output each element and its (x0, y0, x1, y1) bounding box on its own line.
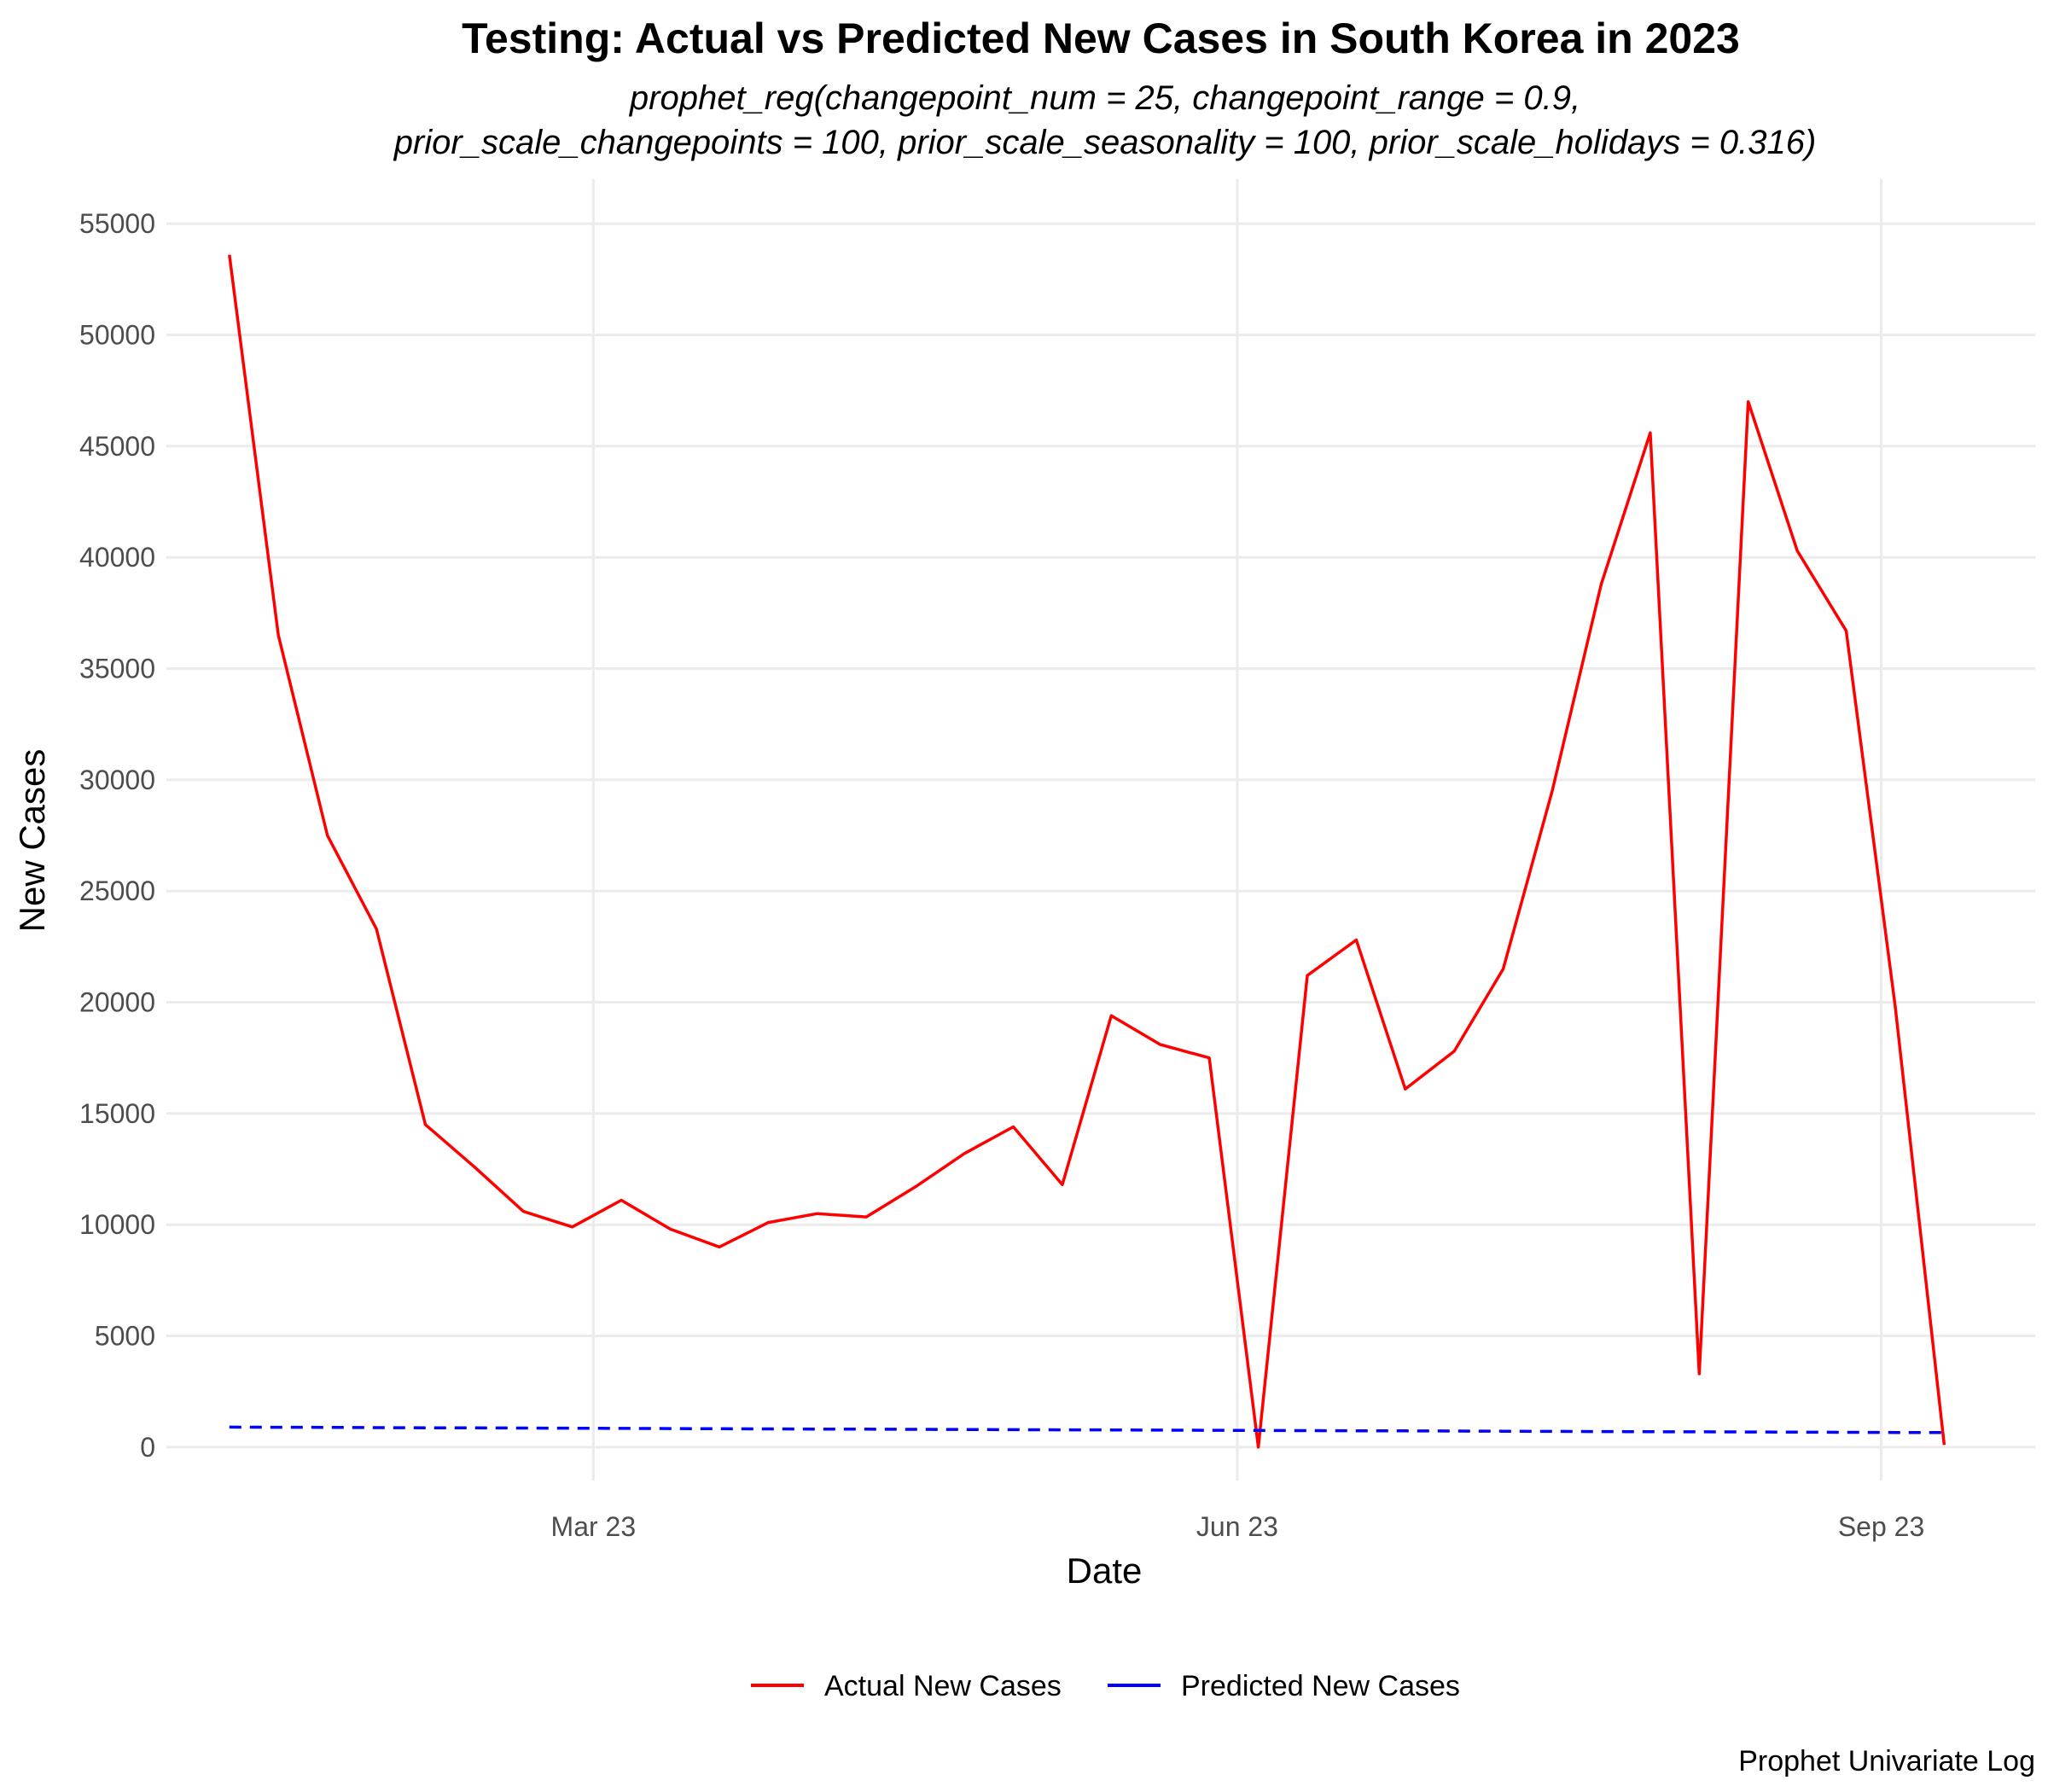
legend: Actual New Cases Predicted New Cases (751, 1670, 1460, 1702)
y-tick-label: 20000 (79, 987, 155, 1018)
y-tick-label: 50000 (79, 319, 155, 350)
y-tick-label: 30000 (79, 765, 155, 795)
x-tick-label: Jun 23 (1196, 1511, 1278, 1542)
y-tick-label: 5000 (95, 1321, 155, 1352)
y-tick-label: 15000 (79, 1098, 155, 1129)
x-axis-title: Date (1067, 1551, 1143, 1591)
chart-title: Testing: Actual vs Predicted New Cases i… (462, 15, 1740, 62)
x-axis-ticks: Mar 23 Jun 23 Sep 23 (551, 1511, 1925, 1542)
y-tick-label: 40000 (79, 542, 155, 573)
plot-grid (166, 179, 2035, 1481)
x-tick-label: Sep 23 (1838, 1511, 1924, 1542)
chart-caption: Prophet Univariate Log (1738, 1745, 2035, 1777)
x-tick-label: Mar 23 (551, 1511, 637, 1542)
chart-subtitle-line-1: prophet_reg(changepoint_num = 25, change… (629, 79, 1580, 117)
y-tick-label: 45000 (79, 431, 155, 462)
y-axis-ticks: 0 5000 10000 15000 20000 25000 30000 35000 40000… (79, 208, 155, 1463)
y-tick-label: 0 (140, 1432, 155, 1463)
plot-series (228, 254, 1946, 1449)
legend-label-1: Actual New Cases (824, 1670, 1062, 1702)
series-line-2 (229, 1425, 1945, 1434)
chart-subtitle-line-2: prior_scale_changepoints = 100, prior_sc… (393, 124, 1817, 161)
legend-label-2: Predicted New Cases (1181, 1670, 1460, 1702)
y-axis-title: New Cases (12, 749, 52, 933)
y-tick-label: 35000 (79, 654, 155, 684)
y-tick-label: 25000 (79, 876, 155, 906)
series-line-1 (228, 254, 1946, 1449)
y-tick-label: 10000 (79, 1209, 155, 1240)
y-tick-label: 55000 (79, 208, 155, 239)
